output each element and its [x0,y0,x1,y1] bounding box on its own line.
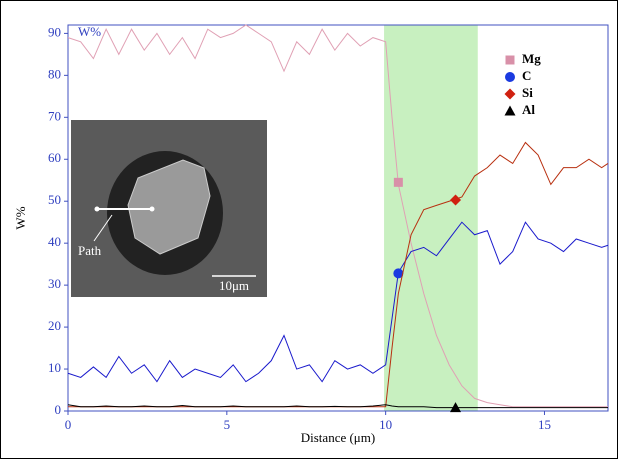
legend-marker [505,72,515,82]
corner-label: W% [78,24,101,39]
path-end [95,207,100,212]
y-tick-label: 90 [48,24,61,39]
y-tick-label: 0 [55,402,62,417]
y-tick-label: 60 [48,150,61,165]
marker [394,178,403,187]
y-axis-label: W% [13,206,28,229]
x-axis-label: Distance (μm) [301,430,375,445]
y-tick-label: 70 [48,108,61,123]
legend-label: Mg [522,51,541,66]
legend-label: Al [522,102,535,117]
legend-marker [506,56,515,65]
legend-label: Si [522,85,533,100]
highlight-band [384,25,478,411]
inset-image: Path 10μm [71,120,267,297]
y-tick-label: 20 [48,318,61,333]
y-tick-label: 50 [48,192,61,207]
x-tick-label: 10 [379,417,392,432]
y-tick-label: 30 [48,276,61,291]
inset-label: Path [78,243,102,258]
chart: Path 10μm 0 10 20 30 40 50 60 70 80 90 0 5 10 15 Mg C Si… [0,0,618,459]
x-tick-label: 0 [65,417,72,432]
legend-label: C [522,68,531,83]
y-tick-label: 40 [48,234,61,249]
y-tick-label: 80 [48,66,61,81]
inset-label: 10μm [219,278,249,293]
x-tick-label: 5 [224,417,231,432]
path-end [150,207,155,212]
y-tick-label: 10 [48,360,61,375]
x-tick-label: 15 [538,417,551,432]
